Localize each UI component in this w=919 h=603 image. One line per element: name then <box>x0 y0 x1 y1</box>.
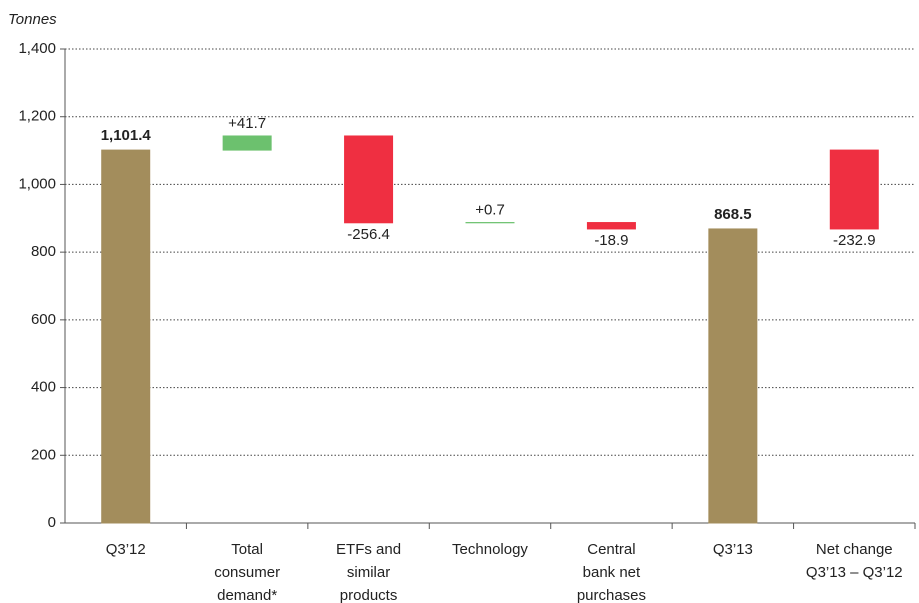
x-tick-label: Q3’13 – Q3’12 <box>806 564 903 581</box>
value-label: 1,101.4 <box>101 127 152 144</box>
y-tick-label: 600 <box>31 311 56 328</box>
bar <box>222 135 272 151</box>
x-tick-label: products <box>340 587 398 603</box>
x-tick-label: Technology <box>452 541 528 558</box>
bar <box>101 149 151 524</box>
x-tick-label: bank net <box>583 564 641 581</box>
y-axis-title: Tonnes <box>8 11 57 28</box>
bar <box>829 149 879 230</box>
y-tick-label: 200 <box>31 446 56 463</box>
x-tick-label: Q3’12 <box>106 541 146 558</box>
x-tick-label: Net change <box>816 541 893 558</box>
x-tick-label: demand* <box>217 587 277 603</box>
x-tick-label: purchases <box>577 587 646 603</box>
y-tick-label: 800 <box>31 243 56 260</box>
y-tick-label: 1,400 <box>18 40 56 57</box>
value-label: 868.5 <box>714 206 752 223</box>
x-tick-label: Q3’13 <box>713 541 753 558</box>
value-label: -232.9 <box>833 232 876 249</box>
y-tick-label: 1,000 <box>18 175 56 192</box>
x-tick-label: Total <box>231 541 263 558</box>
value-label: -256.4 <box>347 226 390 243</box>
y-tick-label: 0 <box>48 514 56 531</box>
value-label: +41.7 <box>228 115 266 132</box>
x-tick-label: similar <box>347 564 390 581</box>
bar <box>708 228 758 524</box>
bar <box>344 135 394 224</box>
x-tick-label: ETFs and <box>336 541 401 558</box>
bar <box>586 222 636 230</box>
value-label: +0.7 <box>475 202 505 219</box>
x-tick-label: Central <box>587 541 635 558</box>
y-tick-label: 400 <box>31 379 56 396</box>
value-label: -18.9 <box>594 232 628 249</box>
y-tick-label: 1,200 <box>18 108 56 125</box>
x-tick-label: consumer <box>214 564 280 581</box>
